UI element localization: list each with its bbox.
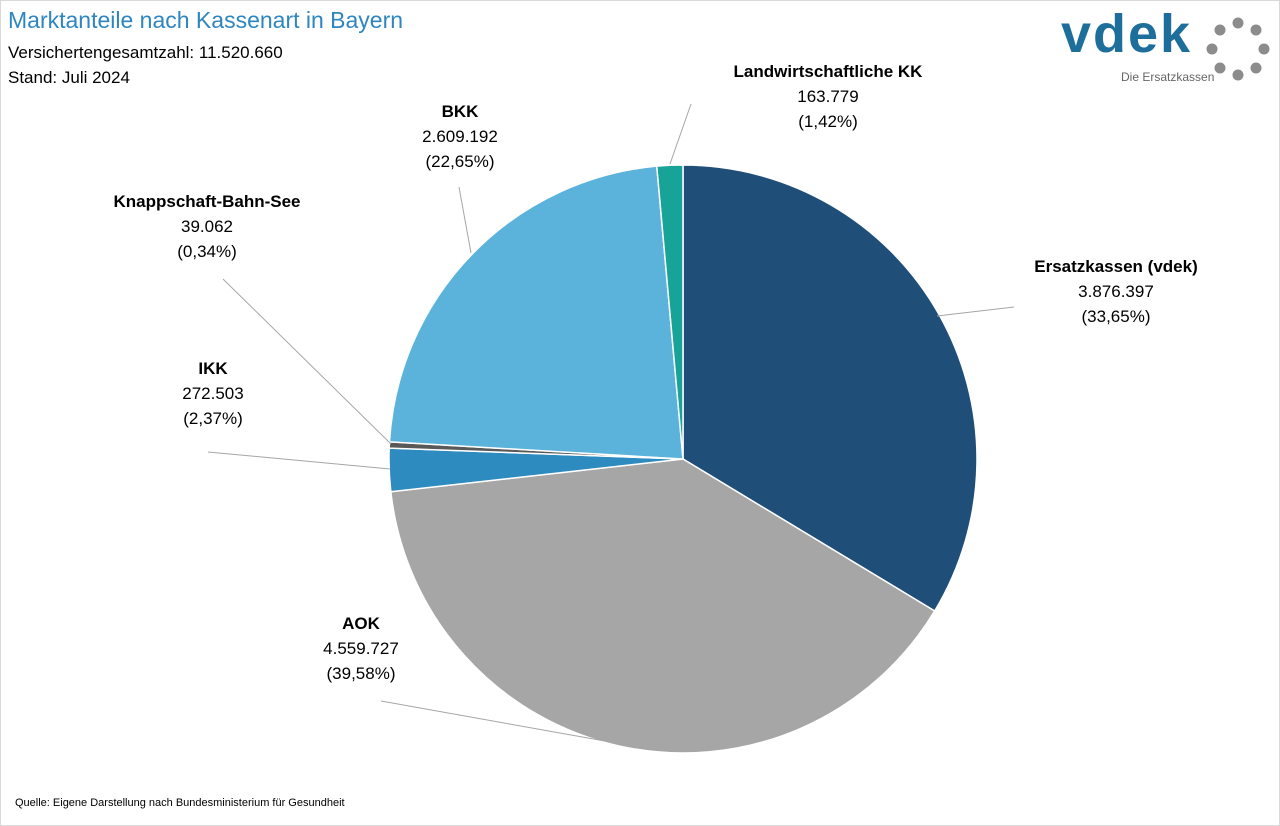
data-label-name-knappschaft-bahn-see: Knappschaft-Bahn-See (113, 192, 300, 211)
pie-slice-aok (389, 458, 936, 754)
data-label-value-aok: 4.559.727 (323, 639, 399, 658)
pie-slice-ersatzkassen-vdek (682, 164, 978, 613)
leader-line-aok (380, 700, 617, 744)
data-label-name-ersatzkassen-vdek: Ersatzkassen (vdek) (1034, 257, 1197, 276)
chart-title: Marktanteile nach Kassenart in Bayern (8, 7, 404, 33)
data-label-percent-bkk: (22,65%) (426, 152, 495, 171)
data-label-value-knappschaft-bahn-see: 39.062 (181, 217, 233, 236)
leader-line-knappschaft-bahn-see (222, 278, 392, 445)
chart-subtitle-total: Versichertengesamtzahl: 11.520.660 (8, 43, 283, 62)
data-label-name-ikk: IKK (198, 359, 228, 378)
leader-line-ersatzkassen-vdek (936, 306, 1015, 317)
data-label-value-ikk: 272.503 (182, 384, 243, 403)
data-label-percent-ikk: (2,37%) (183, 409, 243, 428)
data-label-value-ersatzkassen-vdek: 3.876.397 (1078, 282, 1154, 301)
data-label-name-landwirtschaftliche-kk: Landwirtschaftliche KK (734, 62, 924, 81)
leader-line-bkk (458, 186, 472, 254)
data-label-name-aok: AOK (342, 614, 381, 633)
data-label-value-landwirtschaftliche-kk: 163.779 (797, 87, 858, 106)
source-note: Quelle: Eigene Darstellung nach Bundesmi… (15, 797, 345, 809)
leader-line-landwirtschaftliche-kk (669, 103, 692, 165)
chart-subtitle-date: Stand: Juli 2024 (8, 68, 130, 87)
data-label-value-bkk: 2.609.192 (422, 127, 498, 146)
pie-slice-landwirtschaftliche-kk (655, 164, 684, 460)
dotted-ring-icon (1206, 17, 1270, 81)
leader-line-ikk (207, 451, 391, 470)
data-label-percent-ersatzkassen-vdek: (33,65%) (1082, 307, 1151, 326)
data-label-percent-landwirtschaftliche-kk: (1,42%) (798, 112, 858, 131)
pie-slice-bkk (388, 165, 684, 460)
data-label-percent-aok: (39,58%) (327, 664, 396, 683)
data-label-percent-knappschaft-bahn-see: (0,34%) (177, 242, 237, 261)
data-label-name-bkk: BKK (442, 102, 480, 121)
vdek-logo: vdek Die Ersatzkassen (1059, 4, 1274, 90)
logo-tagline: Die Ersatzkassen (1121, 70, 1215, 84)
logo-wordmark: vdek (1061, 4, 1193, 64)
